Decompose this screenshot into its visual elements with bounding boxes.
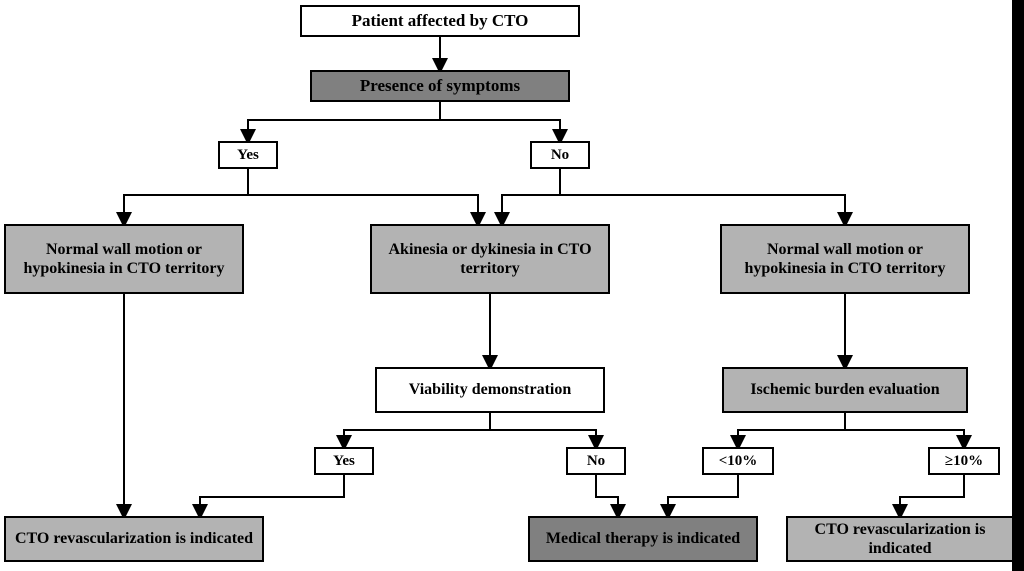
right-black-strip: [1012, 0, 1024, 571]
label: Ischemic burden evaluation: [750, 380, 939, 399]
label: Yes: [333, 452, 355, 470]
flow-edge: [124, 169, 248, 224]
flow-edge: [668, 475, 738, 516]
label: CTO revascularization is indicated: [15, 529, 253, 548]
flow-edge: [900, 475, 964, 516]
flow-edge: [596, 475, 618, 516]
node-start: Patient affected by CTO: [300, 5, 580, 37]
node-normal-right: Normal wall motion or hypokinesia in CTO…: [720, 224, 970, 294]
node-out-revasc-right: CTO revascularization is indicated: [786, 516, 1014, 562]
flow-edge: [845, 413, 964, 447]
flow-edge: [200, 475, 344, 516]
flowchart-canvas: Patient affected by CTO Presence of symp…: [0, 0, 1024, 571]
node-out-revasc-left: CTO revascularization is indicated: [4, 516, 264, 562]
flow-edge: [248, 102, 440, 141]
node-no1: No: [530, 141, 590, 169]
node-viability: Viability demonstration: [375, 367, 605, 413]
flow-edge: [560, 169, 845, 224]
label: Normal wall motion or hypokinesia in CTO…: [14, 240, 234, 278]
node-yes1: Yes: [218, 141, 278, 169]
label: Presence of symptoms: [360, 76, 520, 96]
label: Akinesia or dykinesia in CTO territory: [380, 240, 600, 278]
flow-edge: [738, 413, 845, 447]
flow-edge: [344, 413, 490, 447]
label: Yes: [237, 146, 259, 164]
label: Viability demonstration: [409, 380, 572, 399]
node-normal-left: Normal wall motion or hypokinesia in CTO…: [4, 224, 244, 294]
flow-edge: [440, 102, 560, 141]
label: Medical therapy is indicated: [546, 529, 740, 548]
label: Normal wall motion or hypokinesia in CTO…: [730, 240, 960, 278]
label: ≥10%: [945, 452, 983, 470]
label: <10%: [719, 452, 758, 470]
node-symptoms: Presence of symptoms: [310, 70, 570, 102]
label: No: [551, 146, 569, 164]
node-akinesia: Akinesia or dykinesia in CTO territory: [370, 224, 610, 294]
node-lt10: <10%: [702, 447, 774, 475]
node-no2: No: [566, 447, 626, 475]
node-ge10: ≥10%: [928, 447, 1000, 475]
label: CTO revascularization is indicated: [796, 520, 1004, 558]
flow-edge: [502, 169, 560, 224]
label: Patient affected by CTO: [352, 11, 529, 31]
flow-edge: [490, 413, 596, 447]
node-ischemic: Ischemic burden evaluation: [722, 367, 968, 413]
label: No: [587, 452, 605, 470]
flow-edge: [248, 169, 478, 224]
node-yes2: Yes: [314, 447, 374, 475]
node-out-medical: Medical therapy is indicated: [528, 516, 758, 562]
